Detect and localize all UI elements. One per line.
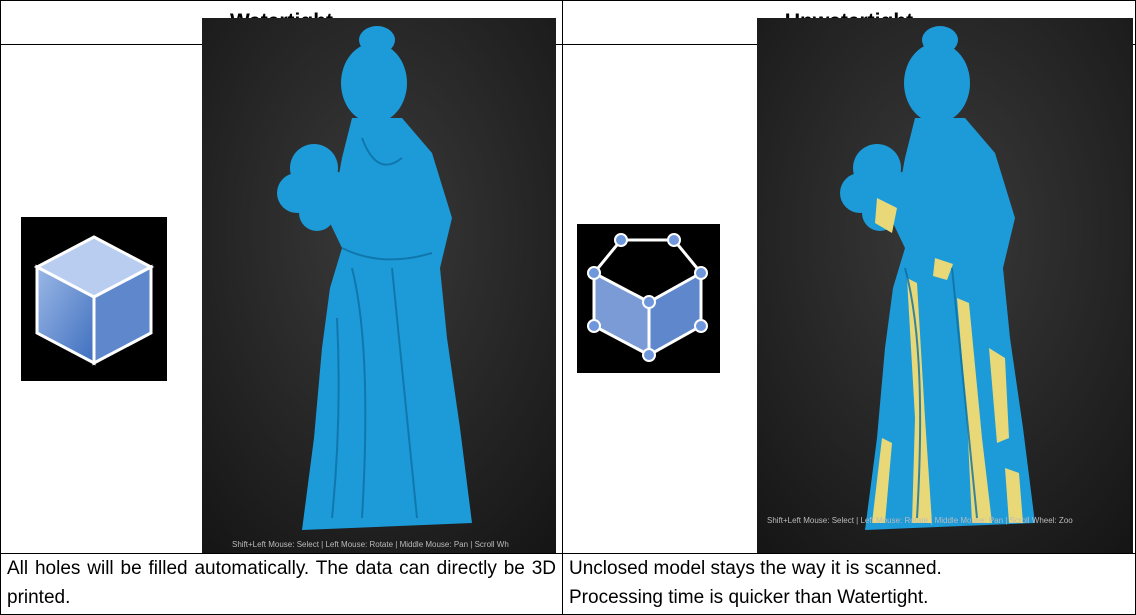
unwatertight-icon xyxy=(577,224,720,373)
status-bar-text: Shift+Left Mouse: Select | Left Mouse: R… xyxy=(767,516,1073,525)
description: Unclosed model stays the way it is scann… xyxy=(562,553,1136,615)
description-line: Processing time is quicker than Watertig… xyxy=(569,587,929,608)
unwatertight-render: Shift+Left Mouse: Select | Left Mouse: R… xyxy=(757,18,1133,553)
watertight-icon xyxy=(21,217,167,381)
watertight-render: Shift+Left Mouse: Select | Left Mouse: R… xyxy=(202,18,556,553)
status-bar-text: Shift+Left Mouse: Select | Left Mouse: R… xyxy=(232,540,509,549)
description: All holes will be filled automatically. … xyxy=(0,553,563,615)
statue-image: Shift+Left Mouse: Select | Left Mouse: R… xyxy=(757,18,1133,553)
statue-image: Shift+Left Mouse: Select | Left Mouse: R… xyxy=(202,18,556,553)
description-line: Unclosed model stays the way it is scann… xyxy=(569,558,942,579)
